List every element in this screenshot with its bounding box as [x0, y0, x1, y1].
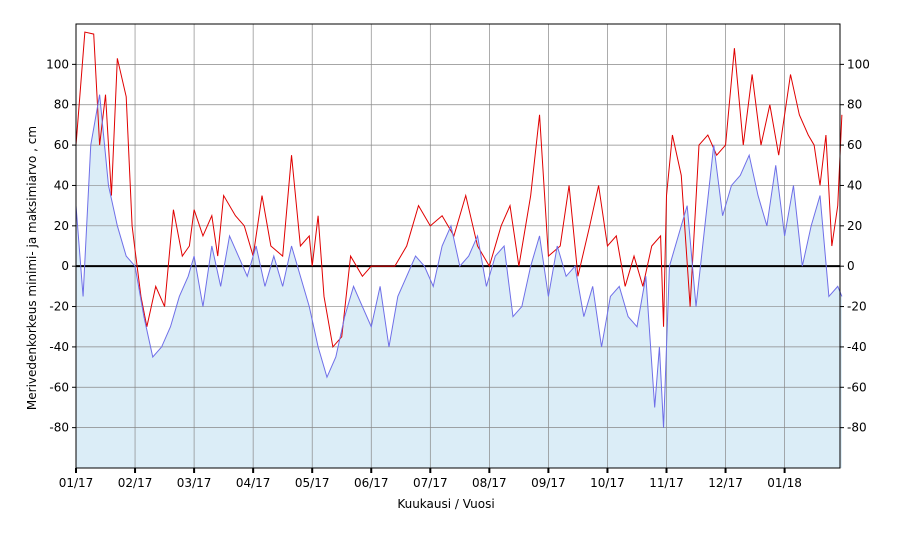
y-tick-label-right: 0	[847, 259, 855, 273]
x-tick-label: 10/17	[590, 476, 625, 490]
min-series-line	[75, 94, 843, 428]
x-tick-label: 03/17	[177, 476, 212, 490]
y-tick-label-right: -80	[847, 421, 867, 435]
x-tick-label: 06/17	[354, 476, 389, 490]
x-tick-label: 02/17	[118, 476, 153, 490]
min-series-area	[76, 94, 842, 469]
y-tick-label-right: -20	[847, 300, 867, 314]
y-tick-label-left: 20	[54, 219, 69, 233]
y-tick-label-right: 20	[847, 219, 862, 233]
y-tick-label-right: 40	[847, 178, 862, 192]
x-tick-label: 12/17	[708, 476, 743, 490]
x-tick-label: 08/17	[472, 476, 507, 490]
y-axis-left: 100 80 60 40 20 0 -20 -40 -60 -80	[46, 57, 76, 435]
y-tick-label-left: 40	[54, 178, 69, 192]
y-tick-label-left: -80	[49, 421, 69, 435]
x-tick-label: 04/17	[236, 476, 271, 490]
y-tick-label-right: -40	[847, 340, 867, 354]
x-tick-label: 11/17	[649, 476, 684, 490]
y-tick-label-left: 80	[54, 98, 69, 112]
y-tick-label-right: 100	[847, 57, 870, 71]
y-tick-label-left: 0	[61, 259, 69, 273]
y-tick-label-right: -60	[847, 380, 867, 394]
x-axis-title: Kuukausi / Vuosi	[397, 497, 494, 511]
y-tick-label-left: -40	[49, 340, 69, 354]
y-tick-label-left: -20	[49, 300, 69, 314]
x-tick-label: 01/18	[767, 476, 802, 490]
x-tick-label: 01/17	[59, 476, 94, 490]
y-tick-label-left: 60	[54, 138, 69, 152]
y-axis-right: 100 80 60 40 20 0 -20 -40 -60 -80	[840, 57, 870, 435]
y-axis-title: Merivedenkorkeus minimi- ja maksimiarvo …	[25, 126, 39, 410]
y-tick-label-left: -60	[49, 380, 69, 394]
x-tick-label: 09/17	[531, 476, 566, 490]
y-tick-label-right: 60	[847, 138, 862, 152]
y-tick-label-right: 80	[847, 98, 862, 112]
x-tick-label: 05/17	[295, 476, 330, 490]
max-series-line	[75, 31, 843, 349]
x-tick-label: 07/17	[413, 476, 448, 490]
plot-frame	[75, 23, 841, 469]
plot-area	[75, 23, 843, 469]
y-tick-label-left: 100	[46, 57, 69, 71]
x-axis: 01/17 02/17 03/17 04/17 05/17 06/17 07/17 08/17…	[59, 468, 802, 490]
